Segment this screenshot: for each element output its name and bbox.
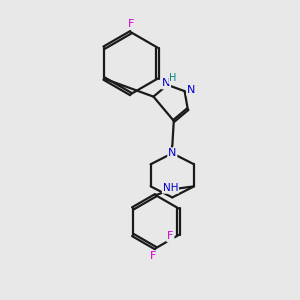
Text: H: H bbox=[169, 74, 176, 83]
Text: NH: NH bbox=[163, 183, 178, 193]
Text: F: F bbox=[128, 19, 134, 29]
Text: F: F bbox=[150, 251, 157, 262]
Text: N: N bbox=[187, 85, 195, 95]
Text: F: F bbox=[167, 231, 174, 242]
Text: N: N bbox=[168, 148, 176, 158]
Text: N: N bbox=[162, 78, 170, 88]
